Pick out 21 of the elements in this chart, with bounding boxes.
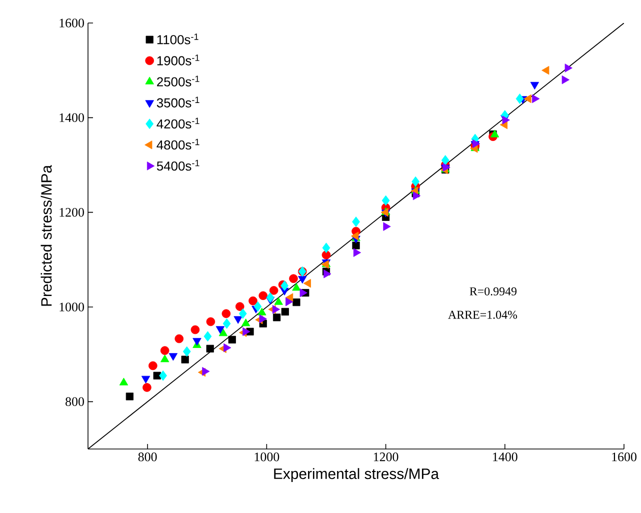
- annotation: ARRE=1.04%: [448, 310, 518, 319]
- x-axis-title: Experimental stress/MPa: [274, 468, 440, 482]
- legend-label: 1100s$^{-1}$: [157, 34, 198, 44]
- legend-label: 2500s$^{-1}$: [157, 76, 200, 86]
- legend-label: 5400s$^{-1}$: [156, 160, 200, 171]
- legend-label: 1900s$^{-1}$: [157, 54, 200, 66]
- y-tick-label: 1400: [60, 113, 84, 122]
- annotation: R=0.9949: [470, 287, 516, 296]
- x-tick-label: 1400: [493, 452, 518, 462]
- y-tick-label: 1200: [60, 208, 84, 217]
- x-tick-label: 800: [138, 452, 157, 462]
- y-tick-label: 800: [66, 397, 84, 406]
- y-axis-title: Predicted stress/MPa: [40, 165, 52, 306]
- x-tick-label: 1200: [374, 452, 398, 462]
- x-tick-label: 1600: [612, 452, 636, 462]
- x-tick-label: 1000: [254, 452, 280, 462]
- legend-label: 4800s$^{-1}$: [156, 138, 200, 150]
- y-tick-label: 1600: [60, 18, 84, 28]
- y-tick-label: 1000: [60, 302, 84, 312]
- legend-label: 4200s$^{-1}$: [156, 118, 200, 128]
- legend-label: 3500s$^{-1}$: [156, 96, 200, 108]
